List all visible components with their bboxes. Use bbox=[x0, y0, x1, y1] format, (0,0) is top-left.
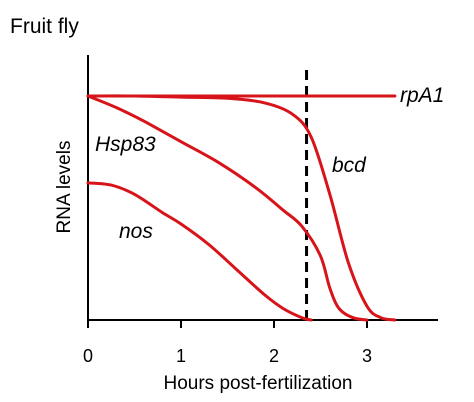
x-axis-ticks bbox=[87, 320, 368, 328]
series-line-bcd bbox=[86, 94, 397, 322]
series-lines bbox=[86, 94, 397, 322]
x-tick-label-3: 3 bbox=[362, 346, 372, 366]
series-label-rpA1: rpA1 bbox=[400, 84, 444, 107]
series-label-Hsp83: Hsp83 bbox=[95, 133, 156, 156]
series-label-bcd: bcd bbox=[332, 154, 367, 177]
figure-title: Fruit fly bbox=[10, 15, 79, 38]
series-label-nos: nos bbox=[119, 220, 153, 243]
x-axis-tick-labels: 0 1 2 3 bbox=[83, 346, 372, 366]
y-axis-title: RNA levels bbox=[54, 141, 75, 234]
x-axis-title: Hours post-fertilization bbox=[163, 373, 352, 394]
x-tick-label-1: 1 bbox=[176, 346, 186, 366]
series-line-nos bbox=[86, 181, 313, 322]
x-tick-label-0: 0 bbox=[83, 346, 93, 366]
x-tick-label-2: 2 bbox=[269, 346, 279, 366]
series-line-Hsp83 bbox=[86, 94, 369, 322]
